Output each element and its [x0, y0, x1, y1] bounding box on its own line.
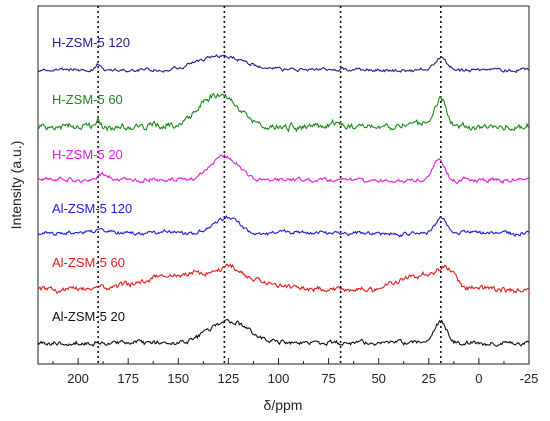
x-tick-label-2: 150	[167, 371, 189, 386]
series-line-2	[37, 153, 530, 185]
x-tick-label-3: 125	[218, 371, 240, 386]
y-axis-title: Intensity (a.u.)	[8, 141, 24, 230]
series-layer: H-ZSM-5 120 H-ZSM-5 60 H-ZSM-5 20 Al-ZSM-5 …	[37, 35, 530, 347]
reference-lines	[97, 6, 442, 364]
x-tick-label-6: 50	[371, 371, 385, 386]
x-tick-label-8: 0	[475, 371, 482, 386]
series-label-1: H-ZSM-5 60	[52, 92, 123, 107]
x-tick-label-0: 200	[67, 371, 89, 386]
x-axis-ticks: 200 175 150 125 100 75 50 25 0 -25	[52, 358, 539, 386]
series-line-4	[37, 263, 530, 295]
x-tick-label-1: 175	[117, 371, 139, 386]
series-label-5: Al-ZSM-5 20	[52, 309, 125, 324]
series-label-0: H-ZSM-5 120	[52, 35, 130, 50]
series-line-1	[37, 92, 530, 133]
series-line-0	[37, 53, 530, 74]
series-label-4: Al-ZSM-5 60	[52, 255, 125, 270]
plot-frame	[37, 5, 530, 365]
x-tick-label-4: 100	[268, 371, 290, 386]
series-label-2: H-ZSM-5 20	[52, 147, 123, 162]
x-tick-label-9: -25	[520, 371, 539, 386]
series-line-3	[37, 214, 530, 238]
x-axis-title: δ/ppm	[264, 397, 303, 413]
x-tick-label-5: 75	[321, 371, 335, 386]
series-label-3: Al-ZSM-5 120	[52, 201, 132, 216]
x-tick-label-7: 25	[422, 371, 436, 386]
series-line-5	[37, 318, 530, 347]
